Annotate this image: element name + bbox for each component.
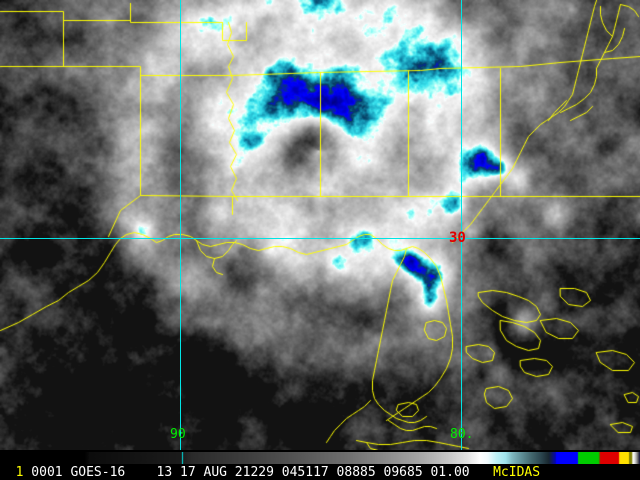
enhancement-color-bar[interactable] xyxy=(0,452,640,464)
satellite-image-panel[interactable]: 90 80. 30 xyxy=(0,0,640,450)
status-segment-2: McIDAS xyxy=(493,465,541,480)
gridline-longitude-80 xyxy=(461,0,462,450)
status-segment-1: 0001 GOES-16 13 17 AUG 21229 045117 0888… xyxy=(23,465,494,480)
status-bar: 1 0001 GOES-16 13 17 AUG 21229 045117 08… xyxy=(0,450,640,480)
map-boundary-overlay xyxy=(0,0,640,450)
gridline-latitude-30 xyxy=(0,238,640,239)
grid-label-longitude-80: 80. xyxy=(450,427,474,442)
status-text-line: 1 0001 GOES-16 13 17 AUG 21229 045117 08… xyxy=(0,465,640,480)
gridline-longitude-90 xyxy=(180,0,181,450)
status-segment-0: 1 xyxy=(15,465,24,480)
grid-label-latitude-30: 30 xyxy=(449,230,466,246)
grid-label-longitude-90: 90 xyxy=(170,427,186,442)
